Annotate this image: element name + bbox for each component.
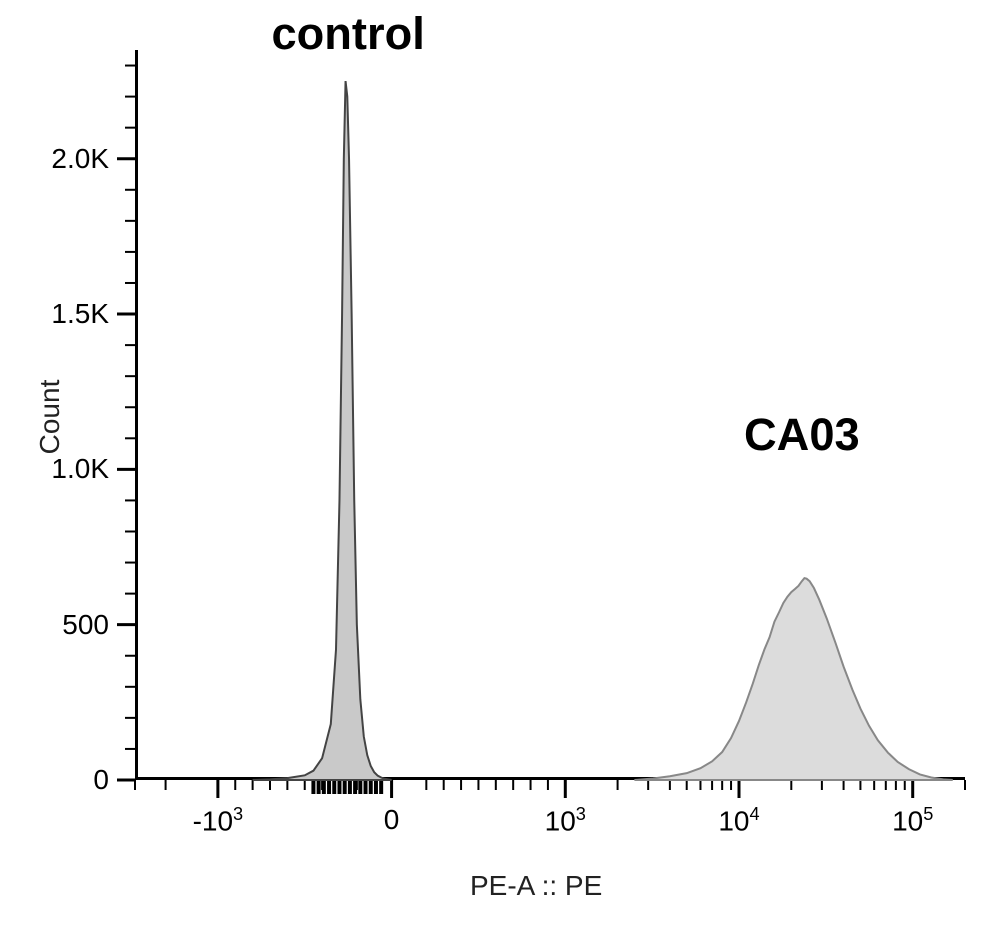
y-tick-label: 2.0K (19, 143, 109, 175)
histogram-svg (0, 0, 1000, 952)
figure-root: Count PE-A :: PE 05001.0K1.5K2.0K -10301… (0, 0, 1000, 952)
y-tick-label: 0 (19, 764, 109, 796)
y-tick-label: 1.5K (19, 298, 109, 330)
y-tick-label: 1.0K (19, 453, 109, 485)
annotation-control: control (248, 8, 448, 60)
x-tick-label: 0 (342, 804, 442, 836)
x-axis-label: PE-A :: PE (470, 870, 602, 902)
y-tick-label: 500 (19, 609, 109, 641)
x-tick-label: 103 (515, 804, 615, 837)
x-tick-label: 104 (689, 804, 789, 837)
histogram-control (253, 81, 392, 780)
x-tick-label: 105 (863, 804, 963, 837)
annotation-CA03: CA03 (702, 409, 902, 461)
x-tick-label: -103 (168, 804, 268, 837)
histogram-CA03 (634, 578, 952, 780)
